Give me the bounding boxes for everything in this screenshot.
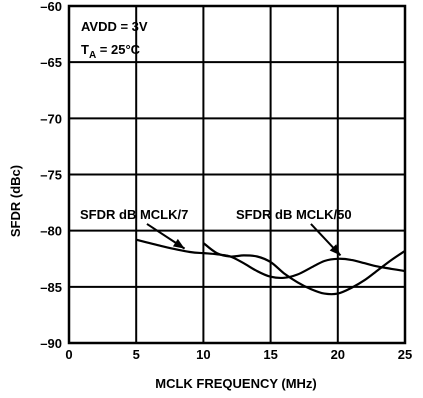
x-tick-label: 25 (398, 347, 412, 362)
series-label-mclk7: SFDR dB MCLK/7 (80, 207, 188, 222)
y-tick-label: –75 (40, 168, 62, 183)
x-axis-title: MCLK FREQUENCY (MHz) (155, 376, 317, 391)
ta-symbol: T (81, 42, 89, 57)
arrow-mclk50 (310, 223, 342, 257)
y-tick-label: –60 (40, 0, 62, 14)
tick-labels: 0 5 10 15 20 25 –60 –65 –70 –75 –80 –85 –90 (40, 0, 412, 362)
annotation-arrows (146, 223, 342, 257)
y-tick-label: –70 (40, 111, 62, 126)
ta-value: = 25°C (96, 42, 140, 57)
ta-subscript: A (89, 50, 96, 61)
x-tick-label: 10 (196, 347, 210, 362)
grid-lines (69, 6, 405, 343)
y-tick-label: –65 (40, 55, 62, 70)
y-tick-label: –90 (40, 336, 62, 351)
y-axis-title: SFDR (dBc) (8, 165, 23, 237)
x-tick-label: 20 (331, 347, 345, 362)
avdd-condition: AVDD = 3V (81, 19, 148, 34)
series-line-2 (202, 242, 406, 296)
arrow-mclk7 (146, 223, 186, 250)
x-tick-label: 15 (263, 347, 277, 362)
x-tick-label: 5 (133, 347, 140, 362)
series-label-mclk50: SFDR dB MCLK/50 (236, 207, 352, 222)
plot-frame (67, 4, 407, 345)
series-line-1 (135, 238, 406, 280)
x-tick-label: 0 (65, 347, 72, 362)
y-tick-label: –80 (40, 224, 62, 239)
series-lines (135, 238, 406, 296)
ta-condition: TA = 25°C (81, 42, 141, 61)
y-tick-label: –85 (40, 280, 62, 295)
